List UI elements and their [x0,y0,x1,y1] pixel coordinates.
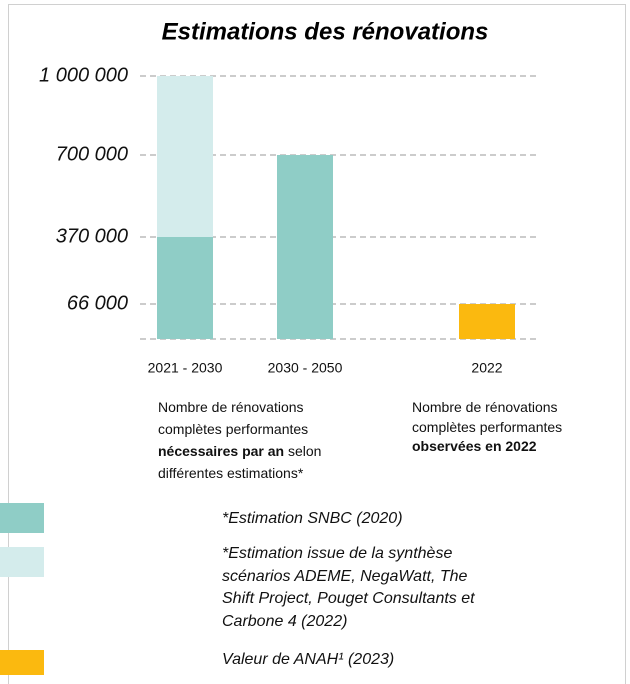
y-tick-label: 700 000 [56,143,128,165]
legend-label: Valeur de ANAH¹ (2023) [222,651,395,668]
annotation-text: observées en 2022 [412,438,537,454]
annotation-text: Nombre de rénovations complètes performa… [412,399,563,435]
annotation: Nombre de rénovations complètes performa… [412,398,597,457]
annotation-text: nécessaires par an [158,443,285,459]
y-tick-label: 66 000 [67,292,128,314]
chart-title: Estimations des rénovations [162,18,489,45]
bar-segment [459,304,515,339]
y-tick-label: 1 000 000 [39,64,128,86]
x-tick-label: 2022 [471,360,502,376]
frame [8,4,626,684]
legend-label: *Estimation issue de la synthèse scénari… [222,545,475,630]
legend-swatch [0,503,44,533]
legend-swatch [0,650,44,675]
annotation: Nombre de rénovations complètes performa… [158,396,358,484]
y-tick-label: 370 000 [56,225,128,247]
bar-segment [157,76,213,237]
bar-segment [277,155,333,339]
legend-swatch [0,547,44,577]
bar-segment [157,237,213,339]
x-tick-label: 2021 - 2030 [148,360,223,376]
x-tick-label: 2030 - 2050 [268,360,343,376]
annotation-text: Nombre de rénovations complètes performa… [158,399,309,437]
legend-label: *Estimation SNBC (2020) [222,510,403,527]
annotation-text: selon différentes estimations* [158,443,322,481]
